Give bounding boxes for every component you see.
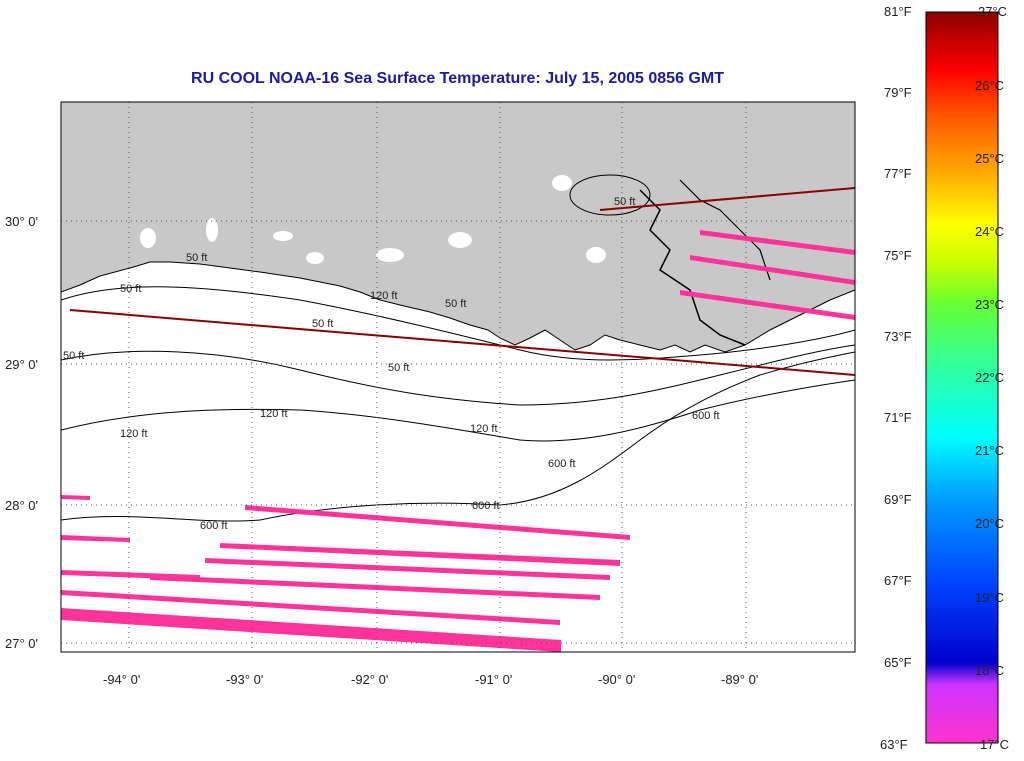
satellite-track xyxy=(599,187,855,211)
contour-label: 50 ft xyxy=(312,318,334,330)
lake xyxy=(552,175,572,191)
colorbar-f-label: 63°F xyxy=(880,737,908,752)
colorbar-c-label: 18°C xyxy=(975,663,1005,678)
contour-label: 120 ft xyxy=(120,428,148,440)
delta-marsh xyxy=(639,189,746,346)
contour-label: 600 ft xyxy=(692,410,720,422)
lake xyxy=(448,232,472,248)
colorbar-f-label: 77°F xyxy=(884,166,912,181)
colorbar-c-label: 17°C xyxy=(980,737,1010,752)
colorbar-f-label: 67°F xyxy=(884,573,912,588)
colorbar-f-label: 73°F xyxy=(884,329,912,344)
contour-label: 120 ft xyxy=(260,408,288,420)
lon-label: -90° 0' xyxy=(598,672,636,687)
contour-120ft-outer xyxy=(61,379,855,442)
colorbar-f-label: 81°F xyxy=(884,4,912,19)
colorbar-c-label: 27°C xyxy=(978,4,1008,19)
lat-label: 28° 0' xyxy=(5,498,38,513)
contour-label: 50 ft xyxy=(186,252,208,264)
lat-label: 27° 0' xyxy=(5,636,38,651)
colorbar-f-label: 69°F xyxy=(884,492,912,507)
contour-label: 600 ft xyxy=(472,500,500,512)
lake xyxy=(206,218,218,242)
colorbar-c-label: 26°C xyxy=(975,78,1005,93)
contour-label: 50 ft xyxy=(63,350,85,362)
lon-label: -89° 0' xyxy=(721,672,759,687)
colorbar-c-label: 23°C xyxy=(975,297,1005,312)
contour-label: 600 ft xyxy=(548,458,576,470)
lake xyxy=(586,247,606,263)
colorbar-c-label: 25°C xyxy=(975,151,1005,166)
colorbar-c-label: 20°C xyxy=(975,516,1005,531)
contour-label: 600 ft xyxy=(200,520,228,532)
lon-label: -91° 0' xyxy=(475,672,513,687)
colorbar-c-label: 22°C xyxy=(975,370,1005,385)
colorbar-f-label: 75°F xyxy=(884,248,912,263)
contour-label: 50 ft xyxy=(614,196,636,208)
contour-label: 120 ft xyxy=(370,290,398,302)
contour-label: 50 ft xyxy=(388,362,410,374)
contour-label: 50 ft xyxy=(120,283,142,295)
graticule xyxy=(61,102,855,652)
colorbar xyxy=(925,11,999,744)
colorbar-c-label: 21°C xyxy=(975,443,1005,458)
map-title: RU COOL NOAA-16 Sea Surface Temperature:… xyxy=(191,70,724,87)
lake xyxy=(273,231,293,241)
contour-120ft xyxy=(61,344,855,406)
lake xyxy=(140,228,156,248)
lat-label: 30° 0' xyxy=(5,214,38,229)
delta-marsh xyxy=(679,179,771,281)
swath-stripes xyxy=(61,230,855,652)
lake xyxy=(376,248,404,262)
satellite-track xyxy=(69,309,855,376)
lake xyxy=(306,252,324,264)
colorbar-c-label: 24°C xyxy=(975,224,1005,239)
lon-label: -93° 0' xyxy=(226,672,264,687)
plot-frame xyxy=(60,101,856,653)
contour-label: 50 ft xyxy=(445,298,467,310)
lat-label: 29° 0' xyxy=(5,357,38,372)
lon-label: -92° 0' xyxy=(351,672,389,687)
lake xyxy=(569,174,651,216)
colorbar-f-label: 79°F xyxy=(884,85,912,100)
contour-600ft xyxy=(61,351,855,522)
lon-label: -94° 0' xyxy=(103,672,141,687)
colorbar-f-label: 71°F xyxy=(884,410,912,425)
colorbar-f-label: 65°F xyxy=(884,655,912,670)
contour-label: 120 ft xyxy=(470,423,498,435)
colorbar-c-label: 19°C xyxy=(975,590,1005,605)
